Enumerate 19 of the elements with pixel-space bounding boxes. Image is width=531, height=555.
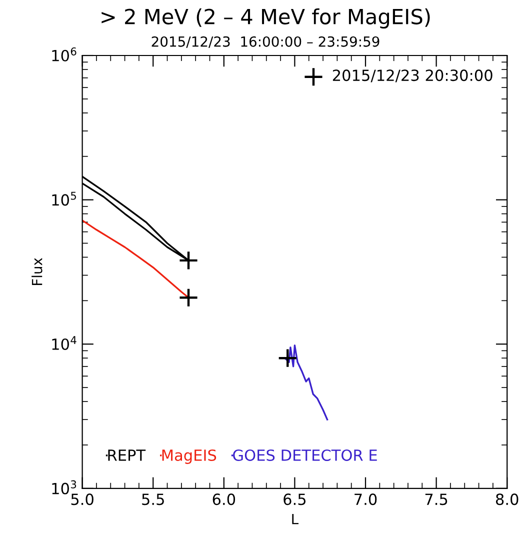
chart-title: > 2 MeV (2 – 4 MeV for MagEIS) [102,8,430,28]
y-tick-label: 10$^{5}$ [52,192,76,206]
legend-label: REPT [108,450,146,461]
y-axis-title: Flux [32,258,42,286]
y-tick-label: 10$^{3}$ [52,480,76,494]
legend-label: MagEIS [162,449,216,464]
x-tick-label: 5.5 [142,494,164,506]
x-axis-title: L [292,514,298,524]
x-tick-label: 6.0 [212,494,236,506]
y-tick-label: 10$^{6}$ [52,47,76,62]
chart-subtitle: 2015/12/23 16:00:00 – 23:59:59 [152,36,380,48]
x-tick-label: 6.5 [284,494,306,506]
x-tick-label: 5.0 [71,494,94,506]
legend-label: GOES DETECTOR E [233,449,377,461]
x-tick-label: 7.5 [425,494,448,506]
x-tick-label: 7.0 [354,494,377,506]
y-tick-label: 10$^{4}$ [52,336,76,350]
legend-label: 2015/12/23 20:30:00 [332,70,492,82]
x-tick-label: 8.0 [496,494,518,506]
